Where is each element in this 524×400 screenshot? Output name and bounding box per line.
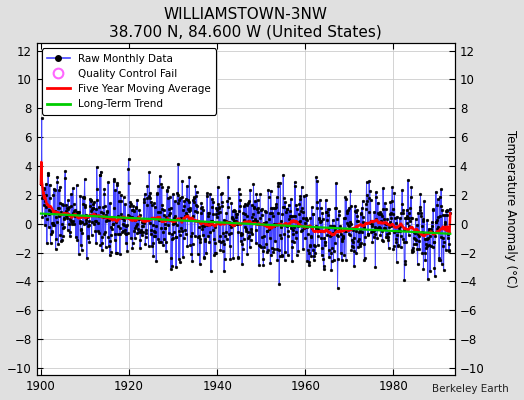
Title: WILLIAMSTOWN-3NW
38.700 N, 84.600 W (United States): WILLIAMSTOWN-3NW 38.700 N, 84.600 W (Uni… (110, 7, 382, 39)
Text: Berkeley Earth: Berkeley Earth (432, 384, 508, 394)
Legend: Raw Monthly Data, Quality Control Fail, Five Year Moving Average, Long-Term Tren: Raw Monthly Data, Quality Control Fail, … (42, 48, 216, 114)
Y-axis label: Temperature Anomaly (°C): Temperature Anomaly (°C) (504, 130, 517, 288)
